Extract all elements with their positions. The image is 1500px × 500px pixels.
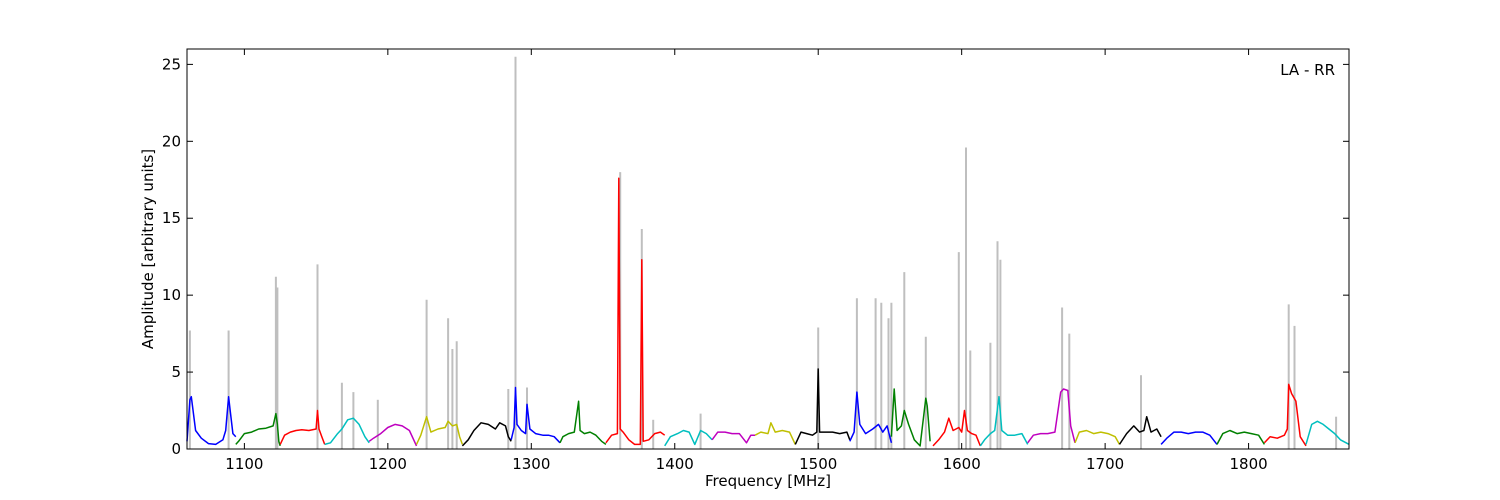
series-line-0 [186,395,237,446]
series-line-7 [510,386,561,444]
series-line-20 [1118,415,1162,445]
series-line-9 [605,177,666,446]
series-line-19 [1074,429,1121,445]
series-line-23 [1263,383,1307,447]
series-line-15 [890,388,931,447]
x-tick-label-1600: 1600 [943,455,981,473]
series-line-6 [461,422,512,447]
series-layer [186,177,1350,447]
series-line-8 [559,400,607,446]
series-line-2 [279,409,326,445]
axes-frame [186,48,1350,450]
series-line-17 [979,395,1029,447]
series-line-5 [415,415,464,445]
series-line-16 [932,409,981,447]
series-line-18 [1027,388,1076,444]
y-tick-label-20: 20 [162,132,181,150]
x-tick-label-1400: 1400 [656,455,694,473]
x-tick-label-1500: 1500 [799,455,837,473]
y-axis-ticks: 0 5 10 15 20 25 [162,55,1349,458]
raw-spectrum-layer [188,56,1338,449]
x-tick-label-1100: 1100 [225,455,263,473]
baseline-annotation: LA - RR [1280,61,1335,79]
series-line-10 [664,429,713,447]
x-tick-label-1800: 1800 [1229,455,1267,473]
y-axis-label: Amplitude [arbitrary units] [139,149,157,349]
series-line-13 [794,368,851,445]
x-axis-label: Frequency [MHz] [705,472,831,490]
x-tick-label-1700: 1700 [1086,455,1124,473]
x-axis-ticks: 1100 1200 1300 1400 1500 1600 1700 1800 [225,49,1268,473]
y-tick-label-5: 5 [171,363,181,381]
series-line-1 [235,412,281,447]
series-line-12 [754,422,796,445]
series-line-21 [1160,431,1218,445]
series-line-4 [368,423,418,447]
y-tick-label-15: 15 [162,209,181,227]
x-tick-label-1300: 1300 [512,455,550,473]
y-tick-label-25: 25 [162,55,181,73]
series-line-14 [849,391,893,443]
series-line-3 [324,417,370,446]
y-tick-label-10: 10 [162,286,181,304]
series-line-11 [711,431,756,444]
x-tick-label-1200: 1200 [369,455,407,473]
series-line-22 [1216,429,1266,445]
series-line-24 [1305,420,1350,446]
y-tick-label-0: 0 [171,440,181,458]
